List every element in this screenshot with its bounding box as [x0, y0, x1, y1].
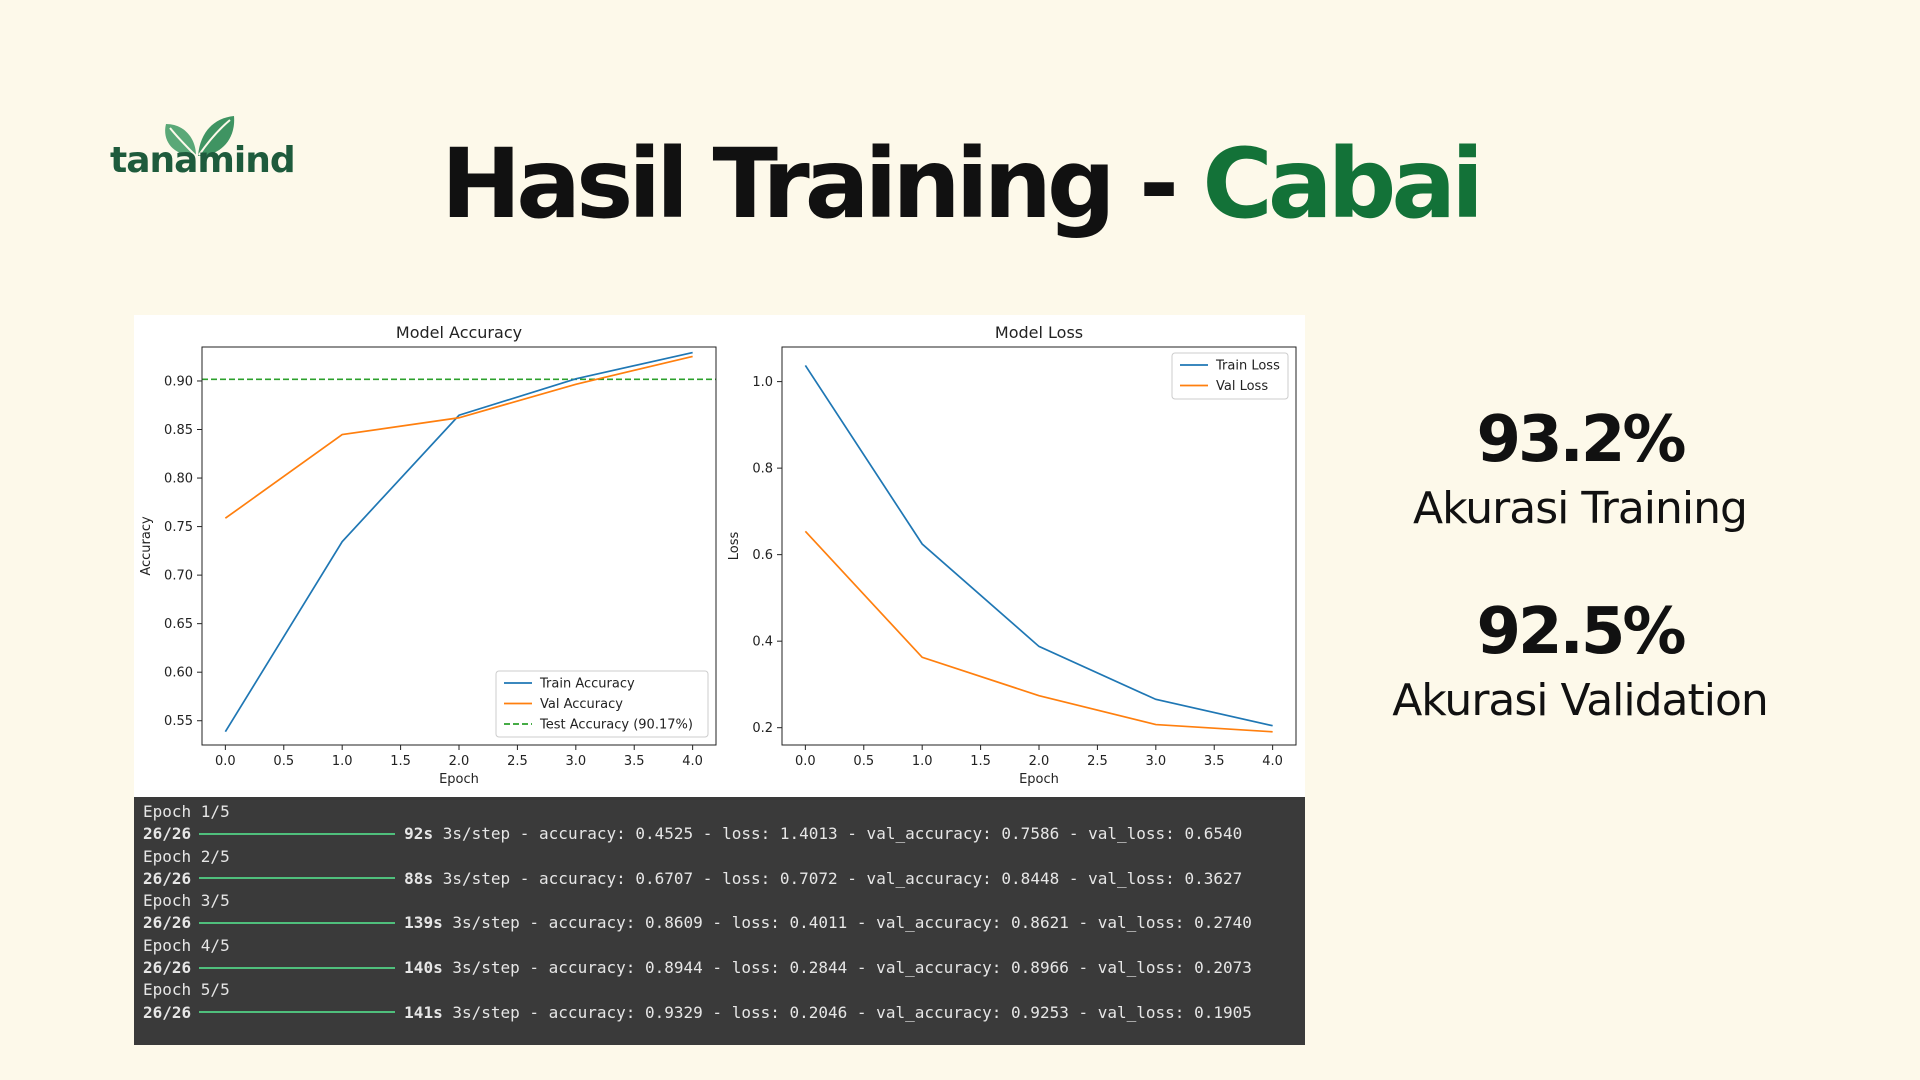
accuracy-y-tick-label: 0.85: [164, 423, 193, 438]
log-step-line: 26/26 140s 3s/step - accuracy: 0.8944 - l…: [143, 957, 1296, 979]
loss-x-tick-label: 0.5: [853, 754, 874, 769]
log-step-time: 140s: [404, 958, 443, 978]
log-step-metrics: 3s/step - accuracy: 0.8609 - loss: 0.401…: [442, 913, 1252, 933]
accuracy-x-axis-label: Epoch: [439, 772, 479, 787]
accuracy-legend-label: Test Accuracy (90.17%): [539, 718, 693, 733]
loss-x-tick-label: 1.5: [970, 754, 991, 769]
accuracy-x-tick-label: 4.0: [682, 754, 703, 769]
log-step-metrics: 3s/step - accuracy: 0.4525 - loss: 1.401…: [433, 824, 1243, 844]
accuracy-y-tick-label: 0.65: [164, 617, 193, 632]
brand-logo: tanamind: [110, 110, 296, 190]
accuracy-y-tick-label: 0.60: [164, 666, 193, 681]
log-step-time: 92s: [404, 824, 434, 844]
accuracy-series-1-line: [224, 355, 693, 519]
log-epoch-line: Epoch 2/5: [143, 846, 230, 866]
accuracy-legend-label: Train Accuracy: [539, 677, 635, 692]
log-step-time: 139s: [404, 913, 443, 933]
log-step-count: 26/26: [143, 824, 192, 844]
leaf-icon: [165, 116, 235, 157]
loss-x-tick-label: 1.0: [912, 754, 933, 769]
log-step-line: 26/26 88s 3s/step - accuracy: 0.6707 - lo…: [143, 868, 1296, 890]
loss-y-tick-label: 0.6: [752, 548, 773, 563]
accuracy-chart-title: Model Accuracy: [396, 323, 522, 342]
loss-x-tick-label: 3.0: [1145, 754, 1166, 769]
loss-legend-label: Val Loss: [1216, 379, 1268, 394]
stat-validation: 92.5% Akurasi Validation: [1350, 592, 1810, 730]
loss-x-tick-label: 2.5: [1087, 754, 1108, 769]
log-step-count: 26/26: [143, 913, 192, 933]
accuracy-x-tick-label: 2.5: [507, 754, 528, 769]
loss-chart-title: Model Loss: [995, 323, 1083, 342]
log-epoch-line: Epoch 4/5: [143, 935, 230, 955]
accuracy-plot-frame: [201, 346, 717, 746]
accuracy-x-tick-label: 3.5: [624, 754, 645, 769]
log-progress-bar: [199, 966, 396, 969]
log-step-metrics: 3s/step - accuracy: 0.9329 - loss: 0.204…: [442, 1002, 1252, 1022]
loss-y-axis-label: Loss: [727, 532, 742, 561]
loss-y-tick-label: 0.4: [752, 635, 773, 650]
training-log: Epoch 1/5 26/26 92s 3s/step - accuracy: 0.…: [134, 797, 1305, 1045]
log-step-count: 26/26: [143, 1002, 192, 1022]
log-step-count: 26/26: [143, 958, 192, 978]
loss-y-tick-label: 0.8: [752, 462, 773, 477]
brand-name: tanamind: [110, 140, 296, 181]
log-step-time: 88s: [404, 868, 434, 888]
stats-panel: 93.2% Akurasi Training 92.5% Akurasi Val…: [1350, 400, 1810, 730]
accuracy-y-tick-label: 0.90: [164, 374, 193, 389]
stat-validation-value: 92.5%: [1476, 595, 1686, 669]
loss-x-tick-label: 4.0: [1262, 754, 1283, 769]
log-progress-bar: [199, 877, 396, 880]
accuracy-x-tick-label: 1.0: [332, 754, 353, 769]
stat-training-label: Akurasi Training: [1413, 483, 1748, 534]
accuracy-y-tick-label: 0.55: [164, 714, 193, 729]
loss-x-tick-label: 2.0: [1029, 754, 1050, 769]
accuracy-y-tick-label: 0.75: [164, 520, 193, 535]
log-step-metrics: 3s/step - accuracy: 0.8944 - loss: 0.284…: [442, 958, 1252, 978]
accuracy-legend-label: Val Accuracy: [540, 697, 623, 712]
accuracy-x-tick-label: 3.0: [565, 754, 586, 769]
log-step-line: 26/26 92s 3s/step - accuracy: 0.4525 - lo…: [143, 823, 1296, 845]
title-accent: Cabai: [1202, 128, 1484, 240]
log-progress-bar: [199, 832, 396, 835]
page-title: Hasil Training - Cabai: [0, 128, 1920, 240]
accuracy-y-tick-label: 0.70: [164, 569, 193, 584]
log-epoch-line: Epoch 3/5: [143, 891, 230, 911]
loss-series-0-line: [804, 364, 1273, 727]
loss-x-axis-label: Epoch: [1019, 772, 1059, 787]
loss-x-tick-label: 3.5: [1204, 754, 1225, 769]
log-step-line: 26/26 139s 3s/step - accuracy: 0.8609 - l…: [143, 912, 1296, 934]
log-step-time: 141s: [404, 1002, 443, 1022]
log-epoch-line: Epoch 1/5: [143, 802, 230, 821]
accuracy-x-tick-label: 1.5: [390, 754, 411, 769]
accuracy-x-tick-label: 2.0: [449, 754, 470, 769]
loss-series-1-line: [804, 530, 1273, 733]
accuracy-x-tick-label: 0.0: [215, 754, 236, 769]
log-step-metrics: 3s/step - accuracy: 0.6707 - loss: 0.707…: [433, 868, 1243, 888]
accuracy-series-0-line: [224, 351, 693, 733]
loss-x-tick-label: 0.0: [795, 754, 816, 769]
accuracy-legend: [495, 670, 709, 738]
loss-y-tick-label: 1.0: [752, 375, 773, 390]
log-step-count: 26/26: [143, 868, 192, 888]
charts-figure: Model Accuracy 0.0 0.5 1.0 1.5 2.0 2.5 3.0 3.5 4.…: [139, 323, 1297, 787]
log-progress-bar: [199, 921, 396, 924]
stat-training: 93.2% Akurasi Training: [1350, 400, 1810, 538]
charts-panel: Model Accuracy 0.0 0.5 1.0 1.5 2.0 2.5 3.0 3.5 4.…: [134, 315, 1305, 797]
log-step-line: 26/26 141s 3s/step - accuracy: 0.9329 - l…: [143, 1002, 1296, 1024]
log-epoch-line: Epoch 5/5: [143, 980, 230, 1000]
accuracy-y-tick-label: 0.80: [164, 472, 193, 487]
log-progress-bar: [199, 1011, 396, 1014]
title-main: Hasil Training -: [440, 128, 1203, 240]
stat-training-value: 93.2%: [1476, 403, 1686, 477]
loss-y-tick-label: 0.2: [752, 721, 773, 736]
stat-validation-label: Akurasi Validation: [1392, 675, 1769, 726]
loss-legend-label: Train Loss: [1215, 359, 1280, 374]
accuracy-x-tick-label: 0.5: [273, 754, 294, 769]
accuracy-y-axis-label: Accuracy: [139, 516, 154, 576]
loss-plot-frame: [781, 346, 1297, 746]
